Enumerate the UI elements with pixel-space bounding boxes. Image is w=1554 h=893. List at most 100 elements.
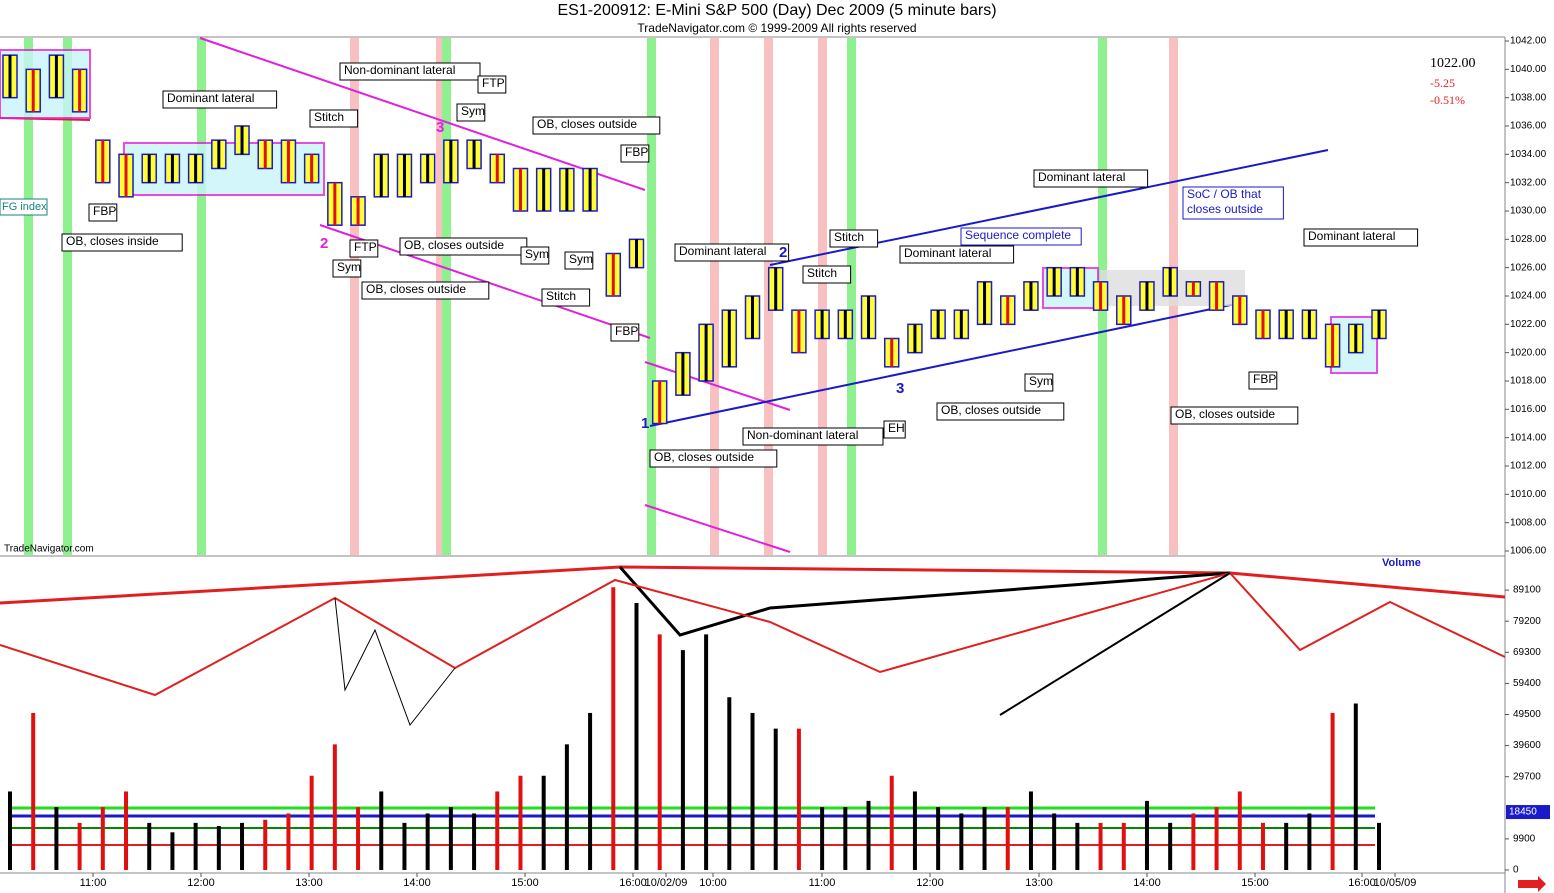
volume-bar — [680, 650, 685, 870]
volume-tick-label: 39600 — [1513, 740, 1541, 751]
annotation-box — [520, 246, 550, 265]
wave-label: 1 — [641, 415, 649, 432]
volume-trend — [618, 566, 1231, 637]
volume-bar — [495, 791, 500, 870]
annotation: Stitch — [807, 266, 837, 280]
wave-label: 3 — [436, 119, 444, 136]
annotation-box — [162, 90, 278, 109]
annotation-box — [829, 229, 879, 248]
annotation: OB, closes outside — [404, 238, 504, 252]
annotation: Non-dominant lateral — [747, 428, 858, 442]
annotation: Dominant lateral — [904, 246, 991, 260]
volume-bar — [959, 813, 964, 870]
annotation: FBP — [625, 145, 648, 159]
volume-bar — [1353, 703, 1358, 870]
x-tick-label: 12:00 — [187, 877, 215, 889]
y-tick-label: 1036.00 — [1510, 121, 1547, 132]
volume-bar — [1191, 813, 1196, 870]
annotation: Dominant lateral — [167, 91, 254, 105]
y-tick-label: 1018.00 — [1510, 376, 1547, 387]
annotation: OB, closes outside — [537, 117, 637, 131]
volume-bar — [31, 712, 36, 870]
volume-bars — [8, 587, 1381, 870]
x-tick-label: 15:00 — [511, 877, 539, 889]
scroll-arrow[interactable] — [1518, 876, 1546, 892]
wave-label: 3 — [896, 380, 904, 397]
wave-label: 2 — [779, 244, 787, 261]
volume-bar — [379, 791, 384, 870]
volume-bar — [1028, 791, 1033, 870]
y-tick-label: 1006.00 — [1510, 546, 1547, 557]
volume-bar — [704, 634, 709, 870]
annotation: Sym — [1029, 374, 1053, 388]
volume-tick-label: 29700 — [1513, 771, 1541, 782]
volume-bar — [889, 775, 894, 870]
annotation: SoC / OB that — [1187, 187, 1262, 201]
volume-bar — [356, 807, 361, 870]
x-tick-label: 11:00 — [809, 877, 836, 889]
annotation-box — [349, 239, 379, 258]
annotation: Sym — [461, 104, 485, 118]
y-tick-label: 1008.00 — [1510, 517, 1547, 528]
annotation-box — [1170, 406, 1299, 425]
volume-bar — [866, 800, 871, 870]
annotation: Stitch — [834, 230, 864, 244]
price-change: -5.25 — [1430, 76, 1455, 90]
volume-bar — [588, 712, 593, 870]
trend-line — [644, 504, 791, 553]
x-tick-label: 14:00 — [403, 877, 431, 889]
volume-bar — [773, 728, 778, 870]
annotation: OB, closes outside — [654, 450, 754, 464]
x-tick-label: 10/02/09 — [645, 877, 688, 889]
y-tick-label: 1012.00 — [1510, 461, 1547, 472]
volume-bar — [1075, 822, 1080, 870]
volume-bar — [820, 807, 825, 870]
volume-trend — [0, 565, 1506, 605]
x-tick-label: 13:00 — [1025, 877, 1053, 889]
y-tick-label: 1034.00 — [1510, 149, 1547, 160]
volume-bar — [332, 744, 337, 870]
y-tick-label: 1010.00 — [1510, 489, 1547, 500]
annotation-box — [61, 233, 183, 252]
trend-line — [199, 37, 646, 191]
y-tick-label: 1042.00 — [1510, 36, 1547, 47]
volume-bar — [77, 822, 82, 870]
x-tick-label: 13:00 — [295, 877, 323, 889]
volume-bar — [843, 807, 848, 870]
volume-bar — [1307, 813, 1312, 870]
session-band — [197, 38, 206, 555]
volume-bar — [100, 807, 105, 870]
annotation-box — [620, 144, 650, 163]
y-tick-label: 1026.00 — [1510, 262, 1547, 273]
volume-bar — [240, 822, 245, 870]
volume-bar — [8, 791, 12, 870]
annotation: Stitch — [546, 289, 576, 303]
annotation: FTP — [482, 76, 505, 90]
session-band — [710, 38, 719, 555]
annotation-box — [883, 420, 906, 439]
annotation: Stitch — [314, 110, 344, 124]
annotation: Non-dominant lateral — [344, 63, 455, 77]
volume-tick-label: 49500 — [1513, 709, 1541, 720]
annotation: Dominant lateral — [1308, 229, 1395, 243]
volume-bar — [1144, 800, 1149, 870]
volume-bar — [750, 712, 755, 870]
annotation-box — [649, 449, 778, 468]
index-label: FG index — [2, 201, 47, 213]
wave-label: 2 — [320, 235, 328, 252]
annotation-box — [532, 116, 661, 135]
annotation-box — [1024, 373, 1054, 392]
annotation-box — [610, 323, 640, 342]
volume-bar — [286, 813, 291, 870]
last-volume-box — [1506, 805, 1550, 820]
annotation-box — [742, 427, 884, 446]
volume-tick-label: 89100 — [1513, 585, 1541, 596]
last-volume-label: 18450 — [1509, 807, 1537, 818]
volume-bar — [912, 791, 917, 870]
watermark: TradeNavigator.com — [4, 544, 94, 555]
session-band — [350, 38, 359, 555]
volume-bar — [54, 807, 59, 870]
volume-bar — [796, 728, 801, 870]
chart-subtitle: TradeNavigator.com © 1999-2009 All right… — [637, 21, 916, 35]
